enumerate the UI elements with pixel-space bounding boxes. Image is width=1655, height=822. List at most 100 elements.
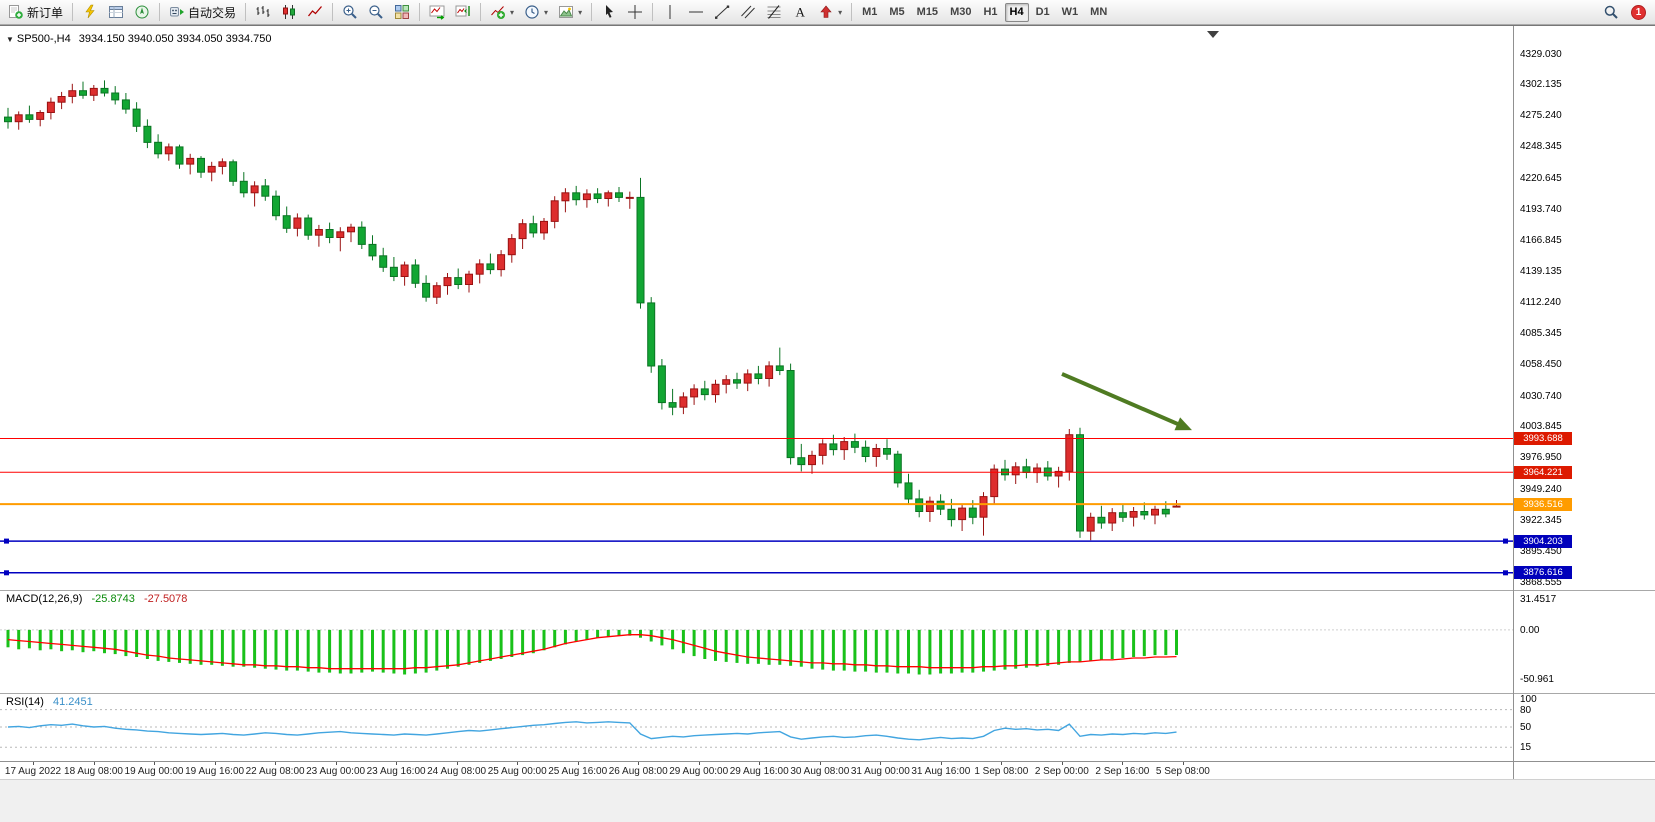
macd-signal-line <box>7 634 1177 670</box>
timeframe-m30-button[interactable]: M30 <box>950 5 972 18</box>
auto-trading-button-label: 自动交易 <box>188 5 237 20</box>
chart-bars-button[interactable] <box>251 2 275 23</box>
crosshair-button[interactable] <box>623 2 647 23</box>
chart-title: ▼ SP500-,H4 3934.150 3940.050 3934.050 39… <box>6 33 272 45</box>
trendline-button[interactable] <box>710 2 734 23</box>
line-endpoint-handle[interactable] <box>4 570 9 576</box>
price-axis-label: 4166.845 <box>1520 234 1562 246</box>
toolbar-separator <box>591 3 593 21</box>
candles-icon <box>281 4 297 20</box>
line-chart-icon <box>307 4 323 20</box>
crosshair-icon <box>627 4 643 20</box>
chevron-down-icon: ▾ <box>838 7 843 17</box>
time-axis-label: 24 Aug 08:00 <box>427 766 487 777</box>
timeframe-h4-button[interactable]: H4 <box>1004 2 1029 22</box>
chart-shift-button[interactable] <box>451 2 475 23</box>
time-axis[interactable]: 17 Aug 2022 18 Aug 08:00 19 Aug 00:00 19 Au… <box>0 761 1655 779</box>
toolbar-separator <box>419 3 421 21</box>
timeframe-w1-button[interactable]: W1 <box>1061 5 1079 18</box>
time-axis-tick <box>880 762 882 765</box>
rsi-canvas[interactable] <box>0 694 1513 761</box>
cursor-icon <box>601 4 617 20</box>
time-axis-tick <box>1061 762 1063 765</box>
auto-scroll-button[interactable] <box>425 2 449 23</box>
time-axis-label: 23 Aug 00:00 <box>306 766 366 777</box>
text-button[interactable]: A <box>788 2 812 23</box>
price-axis-label: 4030.740 <box>1520 390 1562 402</box>
price-axis-label: 4112.240 <box>1520 297 1561 309</box>
line-endpoint-handle[interactable] <box>1503 570 1508 576</box>
time-axis-tick <box>1122 762 1124 765</box>
timeframe-m5-button[interactable]: M5 <box>889 5 905 18</box>
chart-shift-marker[interactable] <box>1207 31 1219 38</box>
rsi-axis-label: 15 <box>1520 742 1532 754</box>
price-tag: 3876.616 <box>1514 566 1572 580</box>
chart-candles-button[interactable] <box>277 2 301 23</box>
rsi-line <box>7 721 1177 741</box>
notification-badge[interactable]: 1 <box>1631 4 1646 20</box>
cursor-button[interactable] <box>597 2 621 23</box>
time-axis-label: 23 Aug 16:00 <box>366 766 426 777</box>
price-tag: 3904.203 <box>1514 534 1572 548</box>
macd-panel[interactable]: MACD(12,26,9) -25.8743 -27.5078 31.4517 0… <box>0 590 1655 693</box>
indicators-button[interactable]: ▾ <box>486 2 518 23</box>
line-endpoint-handle[interactable] <box>4 538 9 544</box>
horizontal-line-button[interactable] <box>684 2 708 23</box>
time-axis-label: 31 Aug 00:00 <box>850 766 910 777</box>
templates-button[interactable]: ▾ <box>554 2 586 23</box>
search-button[interactable] <box>1599 2 1623 23</box>
time-axis-label: 26 Aug 08:00 <box>608 766 668 777</box>
timeframe-m15-button[interactable]: M15 <box>916 5 939 18</box>
line-endpoint-handle[interactable] <box>1503 538 1508 544</box>
one-click-trading-arrow[interactable]: ▼ <box>6 35 14 44</box>
time-axis-label: 17 Aug 2022 <box>4 766 62 777</box>
rsi-label: RSI(14) 41.2451 <box>6 696 93 708</box>
zoom-out-button[interactable] <box>364 2 388 23</box>
price-axis-label: 4220.645 <box>1520 172 1562 184</box>
macd-axis-label: -50.961 <box>1520 674 1554 686</box>
price-axis-label: 4275.240 <box>1520 110 1562 122</box>
trend-arrow-head <box>1174 417 1192 431</box>
market-watch-button[interactable] <box>104 2 128 23</box>
periods-button[interactable]: ▾ <box>520 2 552 23</box>
clock-icon <box>524 4 540 20</box>
main-chart-canvas[interactable] <box>0 26 1513 590</box>
main-chart-panel[interactable]: ▼ SP500-,H4 3934.150 3940.050 3934.050 39… <box>0 26 1655 590</box>
zoom-in-button[interactable] <box>338 2 362 23</box>
auto-trading-button[interactable]: 自动交易 <box>165 2 240 23</box>
fibonacci-button[interactable] <box>762 2 786 23</box>
macd-main-value: -25.8743 <box>91 593 135 605</box>
zoom-out-icon <box>368 4 384 20</box>
trend-arrow-annotation[interactable] <box>1061 372 1184 429</box>
tile-windows-button[interactable] <box>390 2 414 23</box>
chart-window[interactable]: ▼ SP500-,H4 3934.150 3940.050 3934.050 39… <box>0 25 1655 822</box>
rsi-panel[interactable]: RSI(14) 41.2451 100 80 50 15 <box>0 693 1655 761</box>
navigator-icon <box>134 4 150 20</box>
charts-button[interactable] <box>78 2 102 23</box>
timeframe-h1-button[interactable]: H1 <box>983 5 998 18</box>
timeframe-mn-button[interactable]: MN <box>1090 5 1108 18</box>
new-order-button[interactable]: 新订单 <box>4 2 67 23</box>
toolbar-separator <box>245 3 247 21</box>
price-axis-label: 4085.345 <box>1520 327 1562 339</box>
time-axis-label: 29 Aug 00:00 <box>669 766 729 777</box>
navigator-button[interactable] <box>130 2 154 23</box>
vertical-line-button[interactable] <box>658 2 682 23</box>
arrows-button[interactable]: ▾ <box>814 2 846 23</box>
chart-symbol-period: SP500-,H4 <box>16 33 71 45</box>
new-order-icon <box>8 4 24 20</box>
vertical-line-icon <box>662 4 678 20</box>
chart-line-button[interactable] <box>303 2 327 23</box>
equidistant-channel-button[interactable] <box>736 2 760 23</box>
market-watch-icon <box>108 4 124 20</box>
timeframe-d1-button[interactable]: D1 <box>1035 5 1050 18</box>
time-axis-label: 18 Aug 08:00 <box>64 766 123 777</box>
zoom-in-icon <box>342 4 358 20</box>
time-axis-tick <box>214 762 216 765</box>
macd-canvas[interactable] <box>0 591 1513 693</box>
chevron-down-icon: ▾ <box>544 7 549 17</box>
timeframe-m1-button[interactable]: M1 <box>862 5 878 18</box>
macd-indicator-name: MACD(12,26,9) <box>6 593 83 605</box>
time-axis-label: 29 Aug 16:00 <box>729 766 789 777</box>
macd-axis-label: 31.4517 <box>1520 594 1557 606</box>
